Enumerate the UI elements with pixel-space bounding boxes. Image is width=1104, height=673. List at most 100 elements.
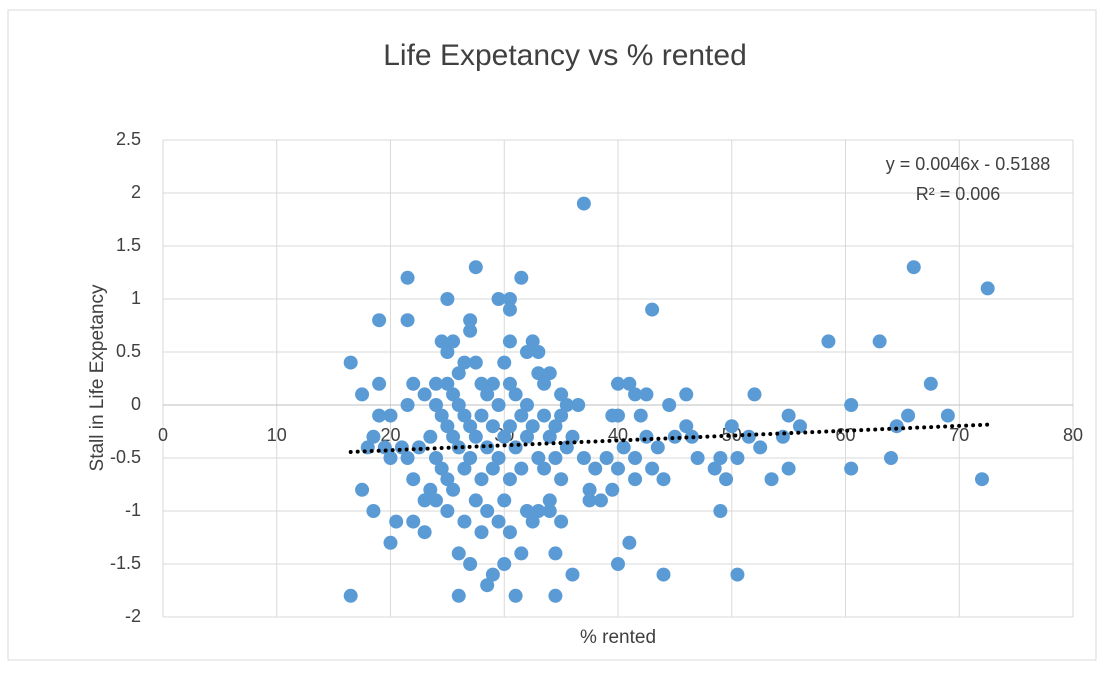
point [429,376,443,391]
point [679,419,694,434]
point [383,451,398,465]
point [923,376,938,391]
y-tick-label: -2 [125,606,141,626]
point [372,376,387,391]
point [844,461,859,476]
point [480,440,495,455]
point [474,472,489,487]
point [650,440,665,455]
point [753,440,768,455]
point [502,525,517,540]
point [781,408,796,423]
point [423,429,438,444]
point [520,345,534,359]
x-tick-label: 80 [1063,425,1083,445]
point [713,451,728,465]
point [741,429,756,444]
point [457,514,472,529]
point [775,429,790,444]
point [582,482,597,497]
point [531,451,546,465]
point [605,482,620,497]
point [639,387,654,402]
point [440,345,455,359]
point [565,567,580,582]
point [531,366,546,381]
point [514,270,529,285]
point [633,408,648,423]
point [645,461,660,476]
y-tick-label: -1.5 [110,553,141,573]
point [940,408,955,423]
point [485,461,500,476]
point [383,535,398,550]
y-axis-label: Stall in Life Expetancy [87,284,108,471]
point [474,525,489,540]
x-tick-label: 20 [380,425,400,445]
point [542,429,557,444]
point [616,440,631,455]
point [548,419,563,434]
point [440,504,455,518]
point [531,345,546,359]
point [502,292,517,306]
point [400,398,415,412]
point [400,313,415,328]
point [502,334,517,349]
point [497,557,512,571]
point [485,419,500,434]
point [628,472,643,487]
point [508,387,523,402]
point [491,398,506,412]
point [400,451,415,465]
chart-title: Life Expetancy vs % rented [383,39,747,72]
point [690,451,705,465]
point [468,429,483,444]
point [457,461,472,476]
point [434,461,449,476]
point [514,461,529,476]
point [611,557,625,571]
point [474,376,489,391]
point [622,535,637,550]
point [417,493,432,508]
point [491,292,506,306]
point [457,408,472,423]
point [872,334,887,349]
y-tick-label: 2 [131,182,141,202]
y-tick-label: -0.5 [110,447,141,467]
point [400,270,415,285]
point [446,334,461,349]
point [781,461,796,476]
point [491,451,506,465]
point [377,440,392,455]
point [548,546,563,561]
point [372,313,387,328]
y-tick-label: 2.5 [116,129,141,149]
point [656,567,671,582]
point [480,504,495,518]
point [531,504,546,518]
point [554,408,569,423]
point [491,514,506,529]
point [975,472,989,487]
point [457,355,472,370]
point [884,451,898,465]
point [502,472,517,487]
y-tick-label: 0.5 [116,341,141,361]
chart-border [7,9,1097,661]
point [525,334,540,349]
point [434,408,449,423]
point [485,376,500,391]
point [520,504,534,518]
x-tick-label: 0 [158,425,168,445]
point [542,504,557,518]
point [793,419,807,434]
point [537,408,552,423]
point [554,387,569,402]
y-tick-label: -1 [125,500,141,520]
point [628,451,643,465]
point [406,514,421,529]
y-tick-label: 1 [131,288,141,308]
